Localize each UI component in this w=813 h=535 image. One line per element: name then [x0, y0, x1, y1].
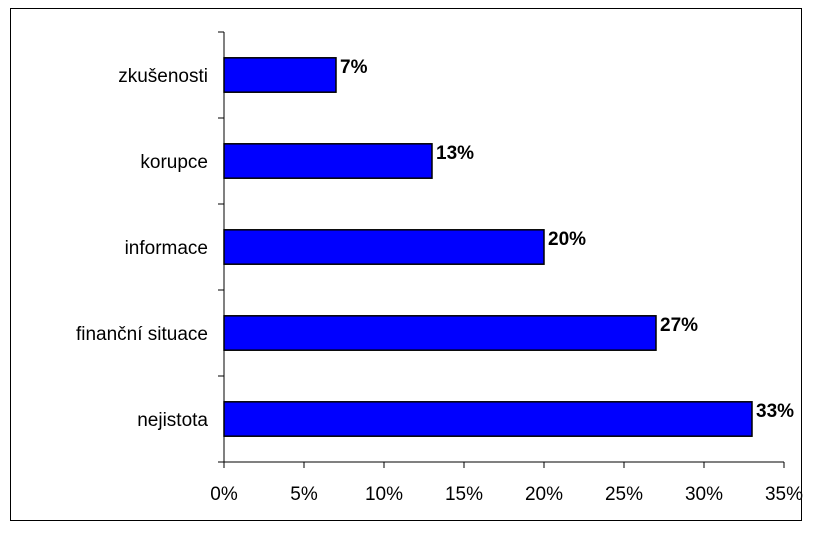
data-label: 27% [660, 315, 698, 336]
data-label: 13% [436, 143, 474, 164]
data-label: 20% [548, 229, 586, 250]
bar [223, 401, 753, 437]
bar [223, 57, 337, 93]
data-label: 33% [756, 401, 794, 422]
category-label: zkušenosti [118, 66, 208, 87]
x-tick-label: 25% [605, 484, 643, 505]
category-label: informace [125, 238, 208, 259]
x-tick-label: 0% [210, 484, 238, 505]
x-tick-label: 5% [290, 484, 318, 505]
x-tick-label: 35% [765, 484, 803, 505]
data-label: 7% [340, 57, 368, 78]
x-tick-label: 30% [685, 484, 723, 505]
category-label: korupce [140, 152, 208, 173]
x-tick-label: 15% [445, 484, 483, 505]
category-label: finanční situace [76, 324, 208, 345]
bar [223, 143, 433, 179]
bar [223, 229, 545, 265]
category-label: nejistota [137, 410, 208, 431]
x-tick-label: 20% [525, 484, 563, 505]
x-tick-label: 10% [365, 484, 403, 505]
bar [223, 315, 657, 351]
